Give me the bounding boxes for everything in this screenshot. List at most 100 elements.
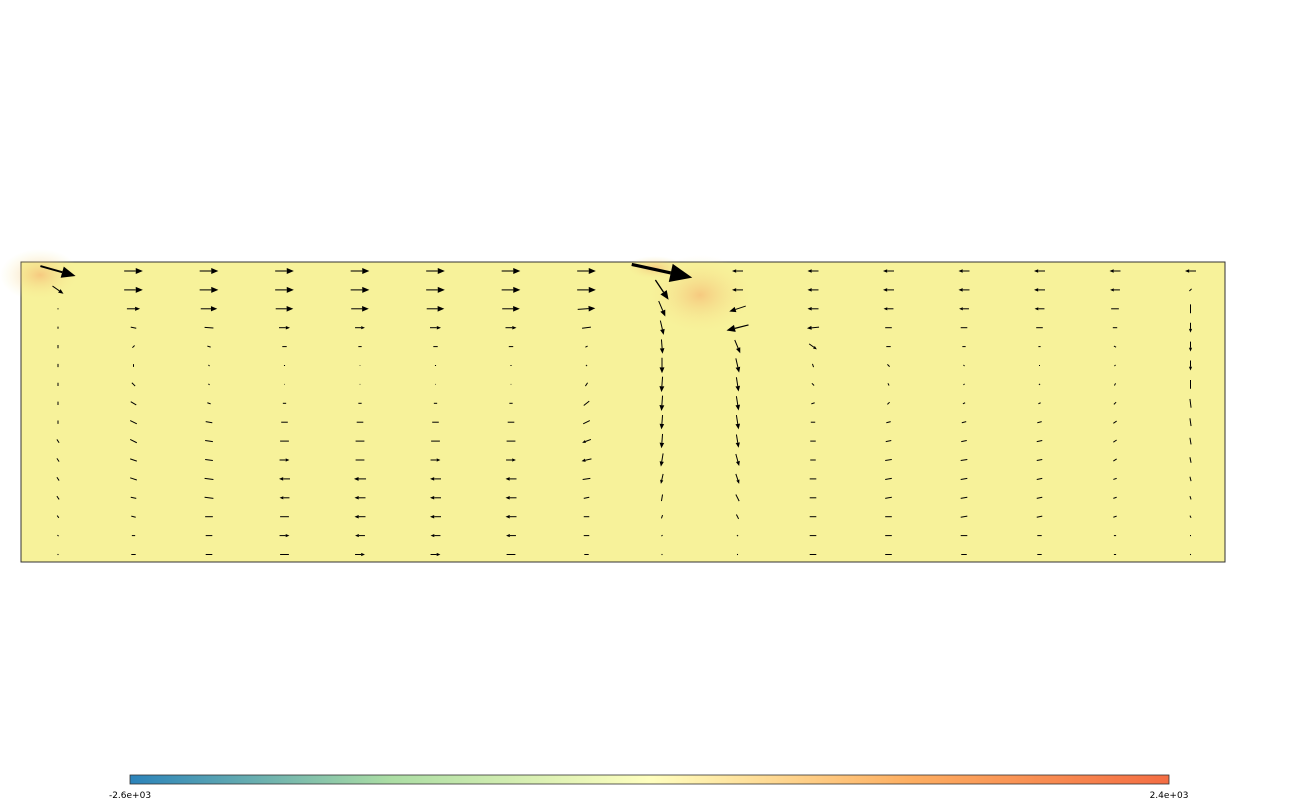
vector-arrow — [430, 325, 441, 330]
vector-arrow — [430, 514, 441, 519]
vector-arrow — [883, 269, 894, 273]
vector-arrow — [130, 401, 137, 406]
vector-arrow — [735, 434, 740, 448]
vector-arrow — [958, 288, 970, 292]
vector-arrow — [52, 285, 64, 294]
vector-arrow — [355, 326, 365, 330]
vector-arrow — [505, 325, 517, 330]
vector-arrow — [354, 496, 366, 500]
vector-arrow — [661, 534, 663, 537]
vector-arrow — [885, 477, 892, 480]
vector-arrow — [124, 286, 143, 293]
vector-arrow — [631, 262, 693, 282]
vector-arrow — [1036, 458, 1043, 462]
vector-arrow — [659, 433, 665, 449]
vector-arrow — [1036, 515, 1043, 518]
vector-arrow — [807, 269, 819, 273]
vector-arrow — [205, 421, 213, 424]
vector-arrow — [1034, 307, 1045, 311]
vector-arrow — [57, 534, 59, 537]
vector-arrow — [735, 514, 740, 520]
vector-arrow — [56, 458, 60, 462]
vector-arrow — [811, 402, 815, 405]
vector-arrow — [885, 458, 892, 462]
vector-arrow — [208, 383, 210, 386]
vector-arrow — [506, 534, 516, 538]
vector-arrow — [1113, 401, 1117, 405]
vector-arrow — [659, 453, 664, 467]
vector-arrow — [735, 396, 741, 411]
vector-arrow — [735, 494, 740, 502]
vector-arrow — [1038, 402, 1041, 405]
vector-arrow — [811, 382, 815, 386]
vector-arrow — [885, 440, 892, 443]
vector-arrow — [1189, 476, 1192, 482]
vector-arrow — [207, 345, 211, 348]
vector-arrow — [430, 477, 441, 481]
highlight-0 — [0, 249, 80, 301]
vector-arrow — [1037, 421, 1042, 424]
vector-arrow — [207, 402, 211, 405]
vector-arrow — [961, 440, 967, 443]
vector-arrow — [732, 288, 743, 292]
vector-arrow — [661, 553, 663, 556]
vector-arrow — [1113, 345, 1117, 348]
vector-arrow — [1114, 383, 1116, 386]
vector-arrow — [430, 552, 441, 557]
vector-arrow — [961, 421, 967, 424]
vector-arrow — [351, 305, 369, 312]
vector-arrow — [735, 377, 741, 392]
vector-arrow — [729, 305, 746, 313]
vector-arrow — [1189, 418, 1192, 427]
vector-arrow — [659, 395, 665, 411]
vector-arrow — [660, 473, 664, 484]
vector-arrow — [1185, 269, 1196, 273]
vector-arrow — [887, 383, 890, 386]
vector-arrow — [1189, 495, 1192, 500]
vector-arrow — [659, 415, 665, 430]
vector-arrow — [883, 288, 894, 292]
vector-arrow — [199, 286, 219, 293]
vector-arrow — [726, 324, 749, 332]
vector-arrow — [1113, 496, 1117, 499]
vector-arrow — [735, 358, 741, 373]
vector-arrow — [1110, 288, 1120, 292]
vector-arrow — [1109, 269, 1121, 273]
vector-arrow — [131, 382, 136, 387]
vector-arrow — [56, 439, 60, 444]
vector-arrow — [56, 495, 60, 500]
vector-arrow — [960, 515, 968, 518]
vector-arrow — [963, 364, 965, 367]
vector-arrow — [736, 553, 739, 556]
vector-arrow — [807, 288, 819, 292]
vector-arrow — [355, 552, 365, 557]
vector-arrow — [732, 269, 743, 273]
vector-arrow — [350, 286, 370, 293]
vector-arrow — [1036, 496, 1043, 499]
vector-arrow — [960, 458, 968, 462]
vector-arrow — [1188, 322, 1193, 333]
vector-arrow — [1189, 457, 1192, 463]
vector-arrow — [275, 305, 294, 312]
vector-arrow — [1189, 398, 1192, 408]
vector-arrow — [205, 458, 213, 462]
vector-arrow — [56, 515, 60, 519]
vector-arrow — [585, 364, 588, 367]
vector-arrow — [205, 440, 213, 443]
vector-arrow — [275, 286, 294, 293]
vector-arrow — [1113, 477, 1117, 480]
vector-arrow — [130, 496, 137, 499]
vector-arrow — [208, 364, 210, 367]
vector-arrow — [200, 306, 218, 312]
vector-arrow — [505, 496, 517, 500]
vector-arrow — [581, 458, 592, 462]
vector-arrow — [1038, 383, 1041, 386]
vector-arrow — [660, 494, 664, 502]
vector-arrow — [354, 514, 366, 519]
vector-arrow — [130, 477, 137, 481]
colorbar-max-label: 2.4e+03 — [1150, 791, 1189, 801]
vector-arrow — [506, 458, 516, 462]
vector-arrow — [426, 286, 445, 293]
vector-arrow — [1189, 288, 1192, 292]
vector-arrow — [279, 458, 290, 462]
